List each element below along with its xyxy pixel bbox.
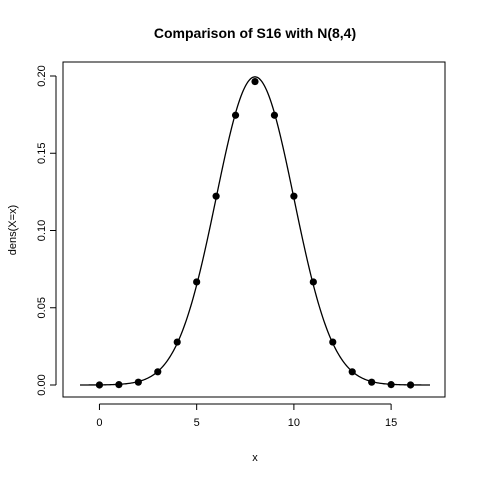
y-axis: 0.00 0.05 0.10 0.15 0.20 [36,65,57,396]
data-point [231,111,240,119]
data-point [329,338,337,346]
data-point [134,378,142,386]
y-tick-label: 0.15 [36,143,48,164]
data-point [309,278,317,286]
chart-title: Comparison of S16 with N(8,4) [154,25,356,41]
y-axis-label: dens(X=x) [7,205,19,255]
data-point [212,192,220,200]
y-tick-label: 0.05 [36,297,48,318]
data-point [387,381,395,389]
data-point [270,111,279,119]
data-point [173,338,181,346]
data-point [348,368,356,376]
data-point [193,278,201,286]
y-tick-label: 0.10 [36,220,48,241]
x-tick-label: 15 [385,417,397,429]
data-point [154,368,162,376]
y-tick-label: 0.00 [36,374,48,395]
normal-density-curve [80,76,430,386]
x-tick-label: 0 [96,417,102,429]
data-point [251,77,259,86]
x-tick-label: 10 [288,417,300,429]
data-point [95,381,104,389]
x-axis-label: x [252,452,258,464]
series-layer [80,76,430,389]
data-point [406,381,415,389]
data-point [115,381,123,389]
data-point [290,192,298,200]
plot-box [62,61,446,398]
x-axis: 0 5 10 15 [96,403,397,429]
data-point [368,378,376,386]
x-tick-label: 5 [194,417,200,429]
y-tick-label: 0.20 [36,65,48,86]
